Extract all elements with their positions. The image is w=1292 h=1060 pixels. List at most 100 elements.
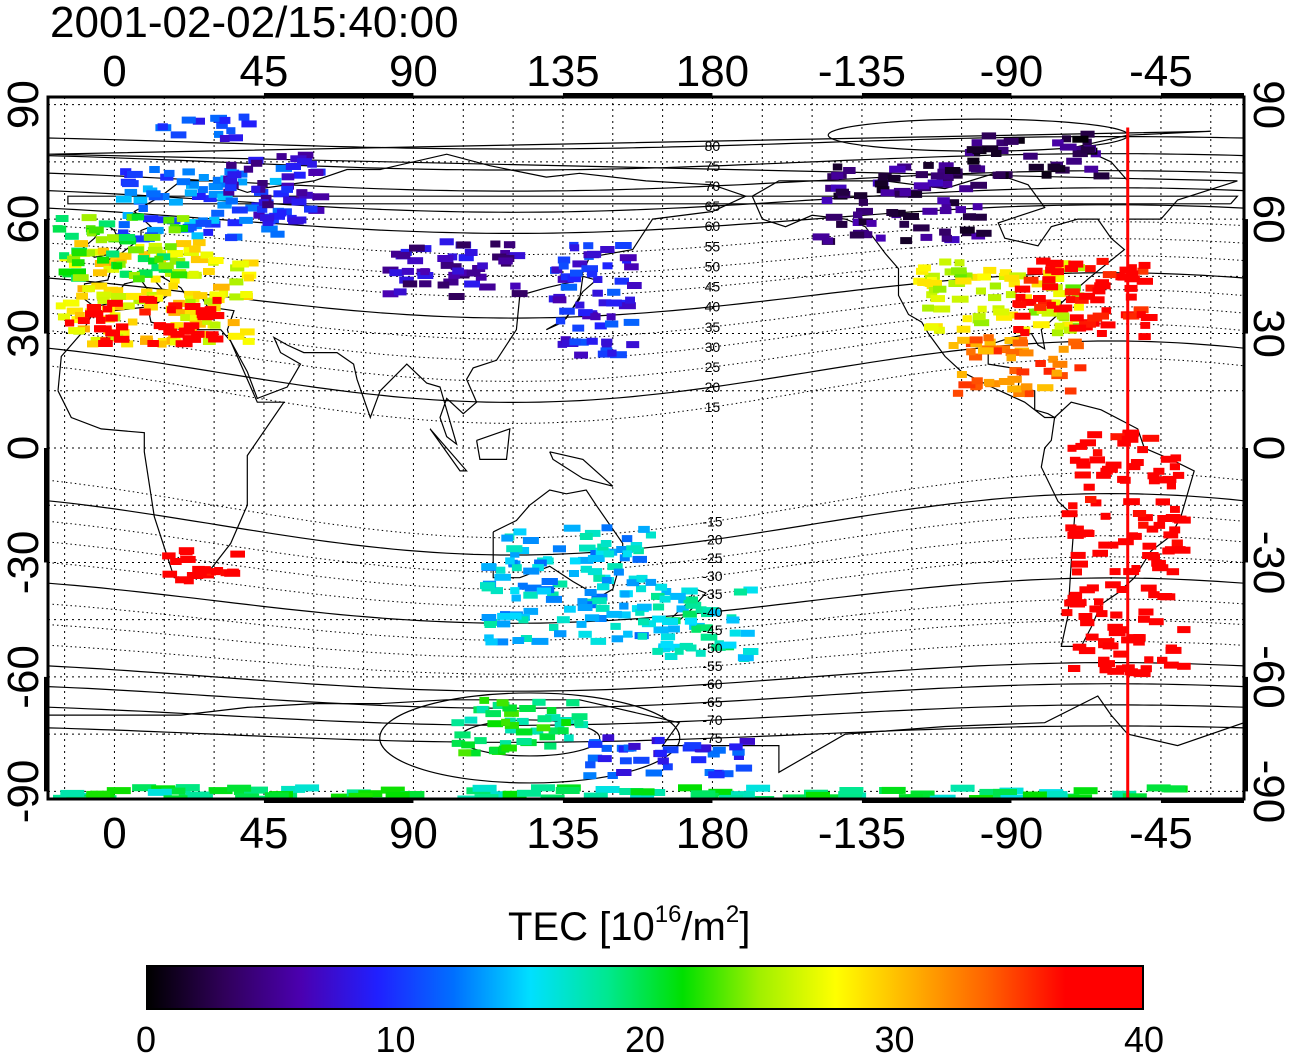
tec-cell xyxy=(858,218,873,226)
tec-cell xyxy=(966,146,984,154)
tec-cell xyxy=(645,769,663,777)
tec-cell xyxy=(930,172,944,180)
tec-cell xyxy=(560,283,578,291)
tec-cell xyxy=(627,282,642,289)
tec-cell xyxy=(511,290,528,298)
tec-cell xyxy=(523,607,539,615)
tec-cell xyxy=(1133,670,1151,678)
tec-cell xyxy=(633,756,650,764)
lat-tick-label-right: -30 xyxy=(1244,531,1292,595)
tec-cell xyxy=(595,548,610,556)
tec-cell xyxy=(148,257,158,265)
tec-cell xyxy=(1067,531,1084,539)
tec-cell xyxy=(1051,329,1064,337)
tec-cell xyxy=(1133,306,1149,314)
tec-cell xyxy=(1068,260,1084,268)
tec-cell xyxy=(613,568,624,576)
tec-cell xyxy=(719,794,743,799)
tec-cell xyxy=(189,181,199,189)
tec-cell xyxy=(1080,619,1095,627)
tec-cell xyxy=(544,742,557,750)
tec-cell xyxy=(1121,435,1139,443)
tec-cell xyxy=(1140,584,1157,592)
tec-cell xyxy=(552,580,568,588)
tec-cell xyxy=(694,745,710,753)
tec-cell xyxy=(593,574,606,582)
tec-cell xyxy=(1138,261,1151,269)
tec-cell xyxy=(523,591,538,599)
tec-cell xyxy=(1177,626,1191,634)
tec-cell xyxy=(996,139,1008,147)
tec-cell xyxy=(1122,429,1140,437)
tec-cell xyxy=(304,205,318,213)
contour-label: 50 xyxy=(705,258,721,274)
tec-cell xyxy=(1071,560,1088,568)
tec-cell xyxy=(910,790,935,798)
tec-cell xyxy=(635,608,645,616)
lon-tick-label-top: 180 xyxy=(676,47,749,96)
tec-cell xyxy=(937,168,947,176)
tec-cell xyxy=(133,275,145,283)
tec-cell xyxy=(695,606,707,614)
coastline xyxy=(429,428,468,472)
tec-cell xyxy=(825,794,850,799)
tec-cell xyxy=(1069,600,1085,608)
tec-cell xyxy=(1116,586,1127,593)
tec-cell xyxy=(666,643,682,651)
tec-cell xyxy=(1136,277,1153,285)
tec-cell xyxy=(1133,634,1145,641)
tec-cell xyxy=(168,226,181,234)
tec-cell xyxy=(211,209,225,217)
tec-cell xyxy=(1041,171,1052,179)
tec-cell xyxy=(1144,656,1154,664)
tec-cell xyxy=(603,550,615,558)
tec-cell xyxy=(1068,502,1078,510)
tec-cell xyxy=(71,259,85,267)
colorbar-tick-label: 30 xyxy=(874,1019,915,1060)
tec-cell xyxy=(1066,157,1082,165)
frame-bar xyxy=(861,93,1012,98)
tec-cell xyxy=(523,567,540,575)
tec-cell xyxy=(1163,661,1179,669)
tec-cell xyxy=(1020,294,1032,302)
tec-cell xyxy=(590,637,607,645)
tec-cell xyxy=(157,123,168,131)
tec-cell xyxy=(230,550,245,558)
tec-cell xyxy=(501,534,513,542)
lon-tick-label-bottom: 135 xyxy=(526,809,599,858)
tec-cell xyxy=(955,206,966,214)
tec-cell xyxy=(531,784,555,792)
contour-label: 30 xyxy=(705,339,721,355)
tec-cell xyxy=(625,296,635,304)
tec-cell xyxy=(971,139,983,147)
tec-cell xyxy=(552,545,566,553)
tec-cell xyxy=(597,350,615,358)
tec-cell xyxy=(169,198,183,206)
tec-cell xyxy=(219,135,230,142)
tec-cell xyxy=(838,791,863,799)
tec-cell xyxy=(970,213,987,221)
tec-cell xyxy=(175,784,200,792)
tec-cell xyxy=(297,151,314,159)
tec-cell xyxy=(203,228,214,236)
tec-cell xyxy=(1117,439,1131,447)
tec-cell xyxy=(684,742,702,750)
tec-cell xyxy=(849,231,865,239)
tec-cell xyxy=(123,302,135,310)
tec-cell xyxy=(227,319,240,327)
contour-line xyxy=(48,725,1244,743)
tec-cell xyxy=(122,180,139,188)
tec-cell xyxy=(918,264,931,272)
tec-cell xyxy=(183,322,200,330)
tec-cell xyxy=(472,784,497,792)
tec-cell xyxy=(660,633,676,641)
tec-cell xyxy=(64,232,79,240)
tec-cell xyxy=(131,213,145,221)
tec-cell xyxy=(118,234,136,241)
tec-cell xyxy=(1092,449,1103,457)
tec-cell xyxy=(1072,568,1082,576)
tec-cell xyxy=(244,786,268,794)
tec-cell xyxy=(154,255,164,263)
tec-cell xyxy=(1165,514,1181,521)
tec-cell xyxy=(224,569,241,577)
